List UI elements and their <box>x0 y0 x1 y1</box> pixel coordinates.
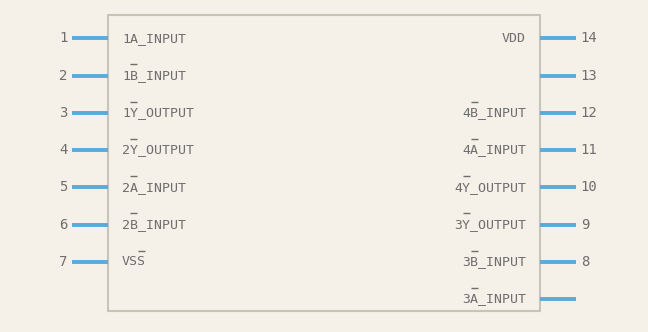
Text: 2B_INPUT: 2B_INPUT <box>122 218 186 231</box>
Text: 10: 10 <box>581 180 597 194</box>
Text: 1B_INPUT: 1B_INPUT <box>122 69 186 82</box>
Text: 14: 14 <box>581 31 597 45</box>
Text: 11: 11 <box>581 143 597 157</box>
Text: 2A_INPUT: 2A_INPUT <box>122 181 186 194</box>
Text: 1: 1 <box>59 31 67 45</box>
Text: 13: 13 <box>581 68 597 83</box>
Bar <box>108 15 540 311</box>
Text: 3Y_OUTPUT: 3Y_OUTPUT <box>454 218 526 231</box>
Text: 3: 3 <box>59 106 67 120</box>
Text: 7: 7 <box>59 255 67 269</box>
Text: 1A_INPUT: 1A_INPUT <box>122 32 186 45</box>
Text: 1Y_OUTPUT: 1Y_OUTPUT <box>122 106 194 119</box>
Text: 3A_INPUT: 3A_INPUT <box>462 292 526 305</box>
Text: 12: 12 <box>581 106 597 120</box>
Text: 4Y_OUTPUT: 4Y_OUTPUT <box>454 181 526 194</box>
Text: 2Y_OUTPUT: 2Y_OUTPUT <box>122 143 194 156</box>
Text: 6: 6 <box>59 217 67 231</box>
Text: 4B_INPUT: 4B_INPUT <box>462 106 526 119</box>
Text: 4A_INPUT: 4A_INPUT <box>462 143 526 156</box>
Text: VDD: VDD <box>502 32 526 45</box>
Text: 5: 5 <box>59 180 67 194</box>
Text: VSS: VSS <box>122 255 146 268</box>
Text: 4: 4 <box>59 143 67 157</box>
Text: 9: 9 <box>581 217 589 231</box>
Text: 8: 8 <box>581 255 589 269</box>
Text: 2: 2 <box>59 68 67 83</box>
Text: 3B_INPUT: 3B_INPUT <box>462 255 526 268</box>
